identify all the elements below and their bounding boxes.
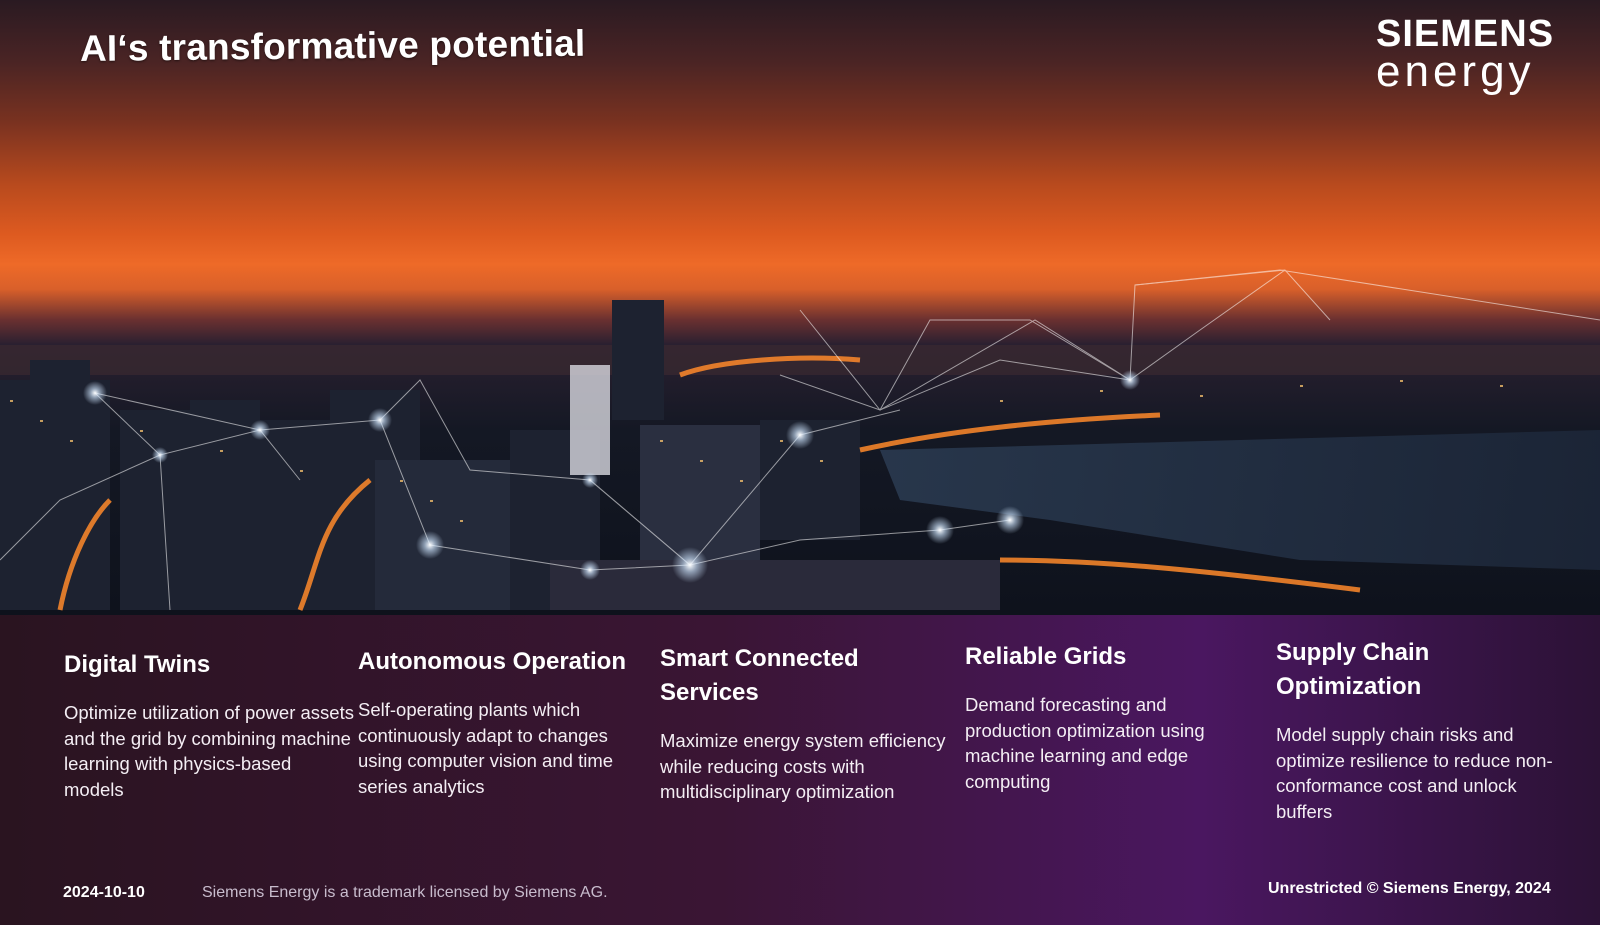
pillar-supply-chain-optimization: Supply Chain Optimization Model supply c… <box>1276 636 1566 824</box>
pillar-text: Maximize energy system efficiency while … <box>660 730 946 802</box>
pillar-text: Self-operating plants which continuously… <box>358 699 614 797</box>
pillar-heading: Digital Twins <box>64 651 211 678</box>
slide-title: AI‘s transformative potential <box>79 22 586 69</box>
pillar-text: Demand forecasting and production optimi… <box>965 694 1205 792</box>
pillar-heading: Autonomous Operation <box>358 648 626 675</box>
footer-date: 2024-10-10 <box>63 884 145 901</box>
pillar-autonomous-operation: Autonomous Operation Self-operating plan… <box>358 645 648 799</box>
pillar-smart-connected-services: Smart Connected Services Maximize energy… <box>660 642 950 805</box>
footer-copyright: Unrestricted © Siemens Energy, 2024 <box>1268 880 1551 897</box>
logo-line-energy: energy <box>1376 47 1535 96</box>
siemens-energy-logo: SIEMENS energy <box>1376 13 1584 96</box>
pillar-reliable-grids: Reliable Grids Demand forecasting and pr… <box>965 640 1255 794</box>
footer-trademark: Siemens Energy is a trademark licensed b… <box>202 884 608 901</box>
pillar-heading: Smart Connected Services <box>660 645 859 706</box>
pillar-text: Model supply chain risks and optimize re… <box>1276 724 1553 822</box>
pillar-heading: Reliable Grids <box>965 643 1127 670</box>
pillar-heading: Supply Chain Optimization <box>1276 639 1430 700</box>
pillar-digital-twins: Digital Twins Optimize utilization of po… <box>64 648 354 802</box>
city-skyline-image <box>0 0 1600 615</box>
logo-line-siemens: SIEMENS <box>1376 13 1555 55</box>
pillar-text: Optimize utilization of power assets and… <box>64 702 354 800</box>
